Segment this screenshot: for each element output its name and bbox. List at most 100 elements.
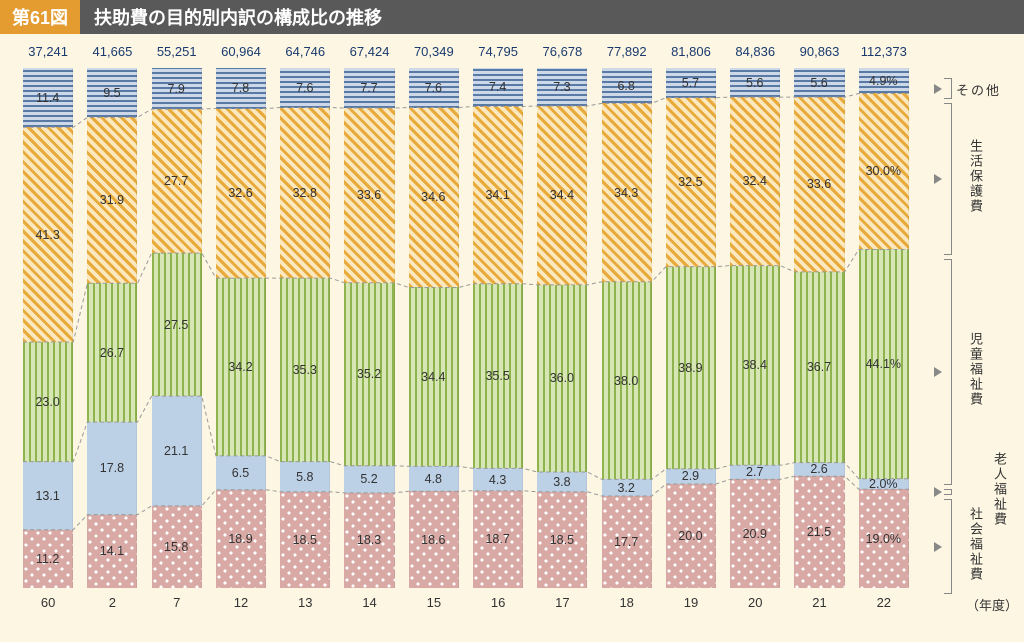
segment-jidou: 36.7 xyxy=(794,272,844,463)
bar-column: 112,3734.9%30.0%44.1%2.0%19.0%22 xyxy=(852,68,916,588)
legend-label: 社会福祉費 xyxy=(966,507,985,582)
segment-value: 5.8 xyxy=(296,470,313,484)
figure-title: 扶助費の目的別内訳の構成比の推移 xyxy=(80,0,1024,34)
segment-other: 7.7 xyxy=(344,68,394,108)
segment-value: 18.3 xyxy=(357,533,381,547)
segment-value: 5.6 xyxy=(810,76,827,90)
segment-jidou: 36.0 xyxy=(537,285,587,472)
stacked-bar: 6.834.338.03.217.7 xyxy=(602,68,652,588)
segment-shakai: 11.2 xyxy=(23,530,73,588)
segment-roujin: 21.1 xyxy=(152,396,202,506)
segment-shakai: 18.5 xyxy=(537,492,587,588)
legend-arrow-icon xyxy=(934,174,944,182)
segment-value: 2.9 xyxy=(682,469,699,483)
segment-value: 6.8 xyxy=(617,79,634,93)
segment-value: 4.9% xyxy=(869,74,898,88)
segment-other: 7.3 xyxy=(537,68,587,106)
bar-column: 41,6659.531.926.717.814.12 xyxy=(80,68,144,588)
segment-value: 33.6 xyxy=(357,188,381,202)
segment-jidou: 26.7 xyxy=(87,283,137,422)
legend-label: 生活保護費 xyxy=(966,139,985,214)
column-total: 55,251 xyxy=(145,44,209,59)
x-tick-label: 16 xyxy=(466,595,530,610)
stacked-bar: 7.632.835.35.818.5 xyxy=(280,68,330,588)
segment-value: 31.9 xyxy=(100,193,124,207)
legend-bracket xyxy=(944,259,952,484)
segment-value: 19.0% xyxy=(866,532,901,546)
column-total: 81,806 xyxy=(659,44,723,59)
segment-shakai: 21.5 xyxy=(794,476,844,588)
segment-value: 32.6 xyxy=(228,186,252,200)
segment-value: 4.3 xyxy=(489,473,506,487)
bar-column: 81,8065.732.538.92.920.019 xyxy=(659,68,723,588)
segment-value: 5.6 xyxy=(746,76,763,90)
segment-value: 7.6 xyxy=(296,81,313,95)
x-tick-label: 13 xyxy=(273,595,337,610)
column-total: 70,349 xyxy=(402,44,466,59)
segment-seikatsu: 33.6 xyxy=(794,97,844,272)
stacked-bar: 5.632.438.42.720.9 xyxy=(730,68,780,588)
segment-value: 34.1 xyxy=(485,188,509,202)
segment-shakai: 18.5 xyxy=(280,492,330,588)
segment-roujin: 13.1 xyxy=(23,462,73,530)
bar-column: 70,3497.634.634.44.818.615 xyxy=(402,68,466,588)
column-total: 90,863 xyxy=(787,44,851,59)
segment-value: 23.0 xyxy=(35,395,59,409)
segment-value: 36.0 xyxy=(550,371,574,385)
x-tick-label: 20 xyxy=(723,595,787,610)
segment-value: 32.8 xyxy=(293,186,317,200)
x-tick-label: 14 xyxy=(337,595,401,610)
stacked-bar: 7.7 33.6 35.25.2 18.3 xyxy=(344,68,394,588)
segment-seikatsu: 27.7 xyxy=(152,109,202,253)
stacked-bar: 9.531.926.717.814.1 xyxy=(87,68,137,588)
segment-jidou: 34.2 xyxy=(216,278,266,456)
segment-seikatsu: 32.4 xyxy=(730,97,780,265)
legend-label: 児童福祉費 xyxy=(966,332,985,407)
stacked-bar: 4.9%30.0%44.1%2.0%19.0% xyxy=(859,68,909,588)
stacked-bar: 7.8 32.6 34.2 6.5 18.9 xyxy=(216,68,266,588)
column-total: 74,795 xyxy=(466,44,530,59)
segment-value: 34.6 xyxy=(421,190,445,204)
segment-shakai: 18.3 xyxy=(344,493,394,588)
segment-value: 20.0 xyxy=(678,529,702,543)
bar-column: 76,6787.334.436.03.818.517 xyxy=(530,68,594,588)
segment-value: 18.5 xyxy=(550,533,574,547)
bar-column: 74,7957.434.135.54.318.716 xyxy=(466,68,530,588)
segment-value: 34.4 xyxy=(421,370,445,384)
stacked-bar: 5.6 33.636.72.621.5 xyxy=(794,68,844,588)
legend-bracket xyxy=(944,499,952,594)
segment-shakai: 19.0% xyxy=(859,489,909,588)
segment-roujin: 2.6 xyxy=(794,463,844,477)
x-tick-label: 7 xyxy=(145,595,209,610)
segment-seikatsu: 33.6 xyxy=(344,108,394,283)
segment-jidou: 35.2 xyxy=(344,283,394,466)
segment-value: 7.7 xyxy=(360,81,377,95)
segment-value: 6.5 xyxy=(232,466,249,480)
segment-value: 7.4 xyxy=(489,80,506,94)
segment-roujin: 5.2 xyxy=(344,466,394,493)
segment-value: 35.5 xyxy=(485,369,509,383)
legend-arrow-icon xyxy=(934,84,944,92)
bar-column: 90,8635.633.636.72.621.521 xyxy=(787,68,851,588)
segment-seikatsu: 32.6 xyxy=(216,109,266,279)
segment-shakai: 20.9 xyxy=(730,479,780,588)
segment-seikatsu: 32.8 xyxy=(280,108,330,279)
segment-value: 11.2 xyxy=(36,552,59,566)
segment-value: 7.8 xyxy=(232,81,249,95)
segment-other: 7.9 xyxy=(152,68,202,109)
segment-seikatsu: 32.5 xyxy=(666,98,716,267)
segment-value: 20.9 xyxy=(743,527,767,541)
segment-shakai: 18.9 xyxy=(216,490,266,588)
segment-value: 21.1 xyxy=(164,444,188,458)
segment-value: 26.7 xyxy=(100,346,124,360)
segment-value: 32.5 xyxy=(678,175,702,189)
legend-label: その他 xyxy=(956,80,1001,99)
x-tick-label: 60 xyxy=(16,595,80,610)
segment-seikatsu: 34.3 xyxy=(602,103,652,281)
stacked-bar: 7.927.727.521.115.8 xyxy=(152,68,202,588)
segment-value: 41.3 xyxy=(35,228,59,242)
plot-area: 37,24111.441.323.013.111.26041,6659.531.… xyxy=(0,34,1024,642)
bar-column: 84,8365.632.438.42.720.920 xyxy=(723,68,787,588)
segment-roujin: 3.8 xyxy=(537,472,587,492)
segment-seikatsu: 34.4 xyxy=(537,106,587,285)
